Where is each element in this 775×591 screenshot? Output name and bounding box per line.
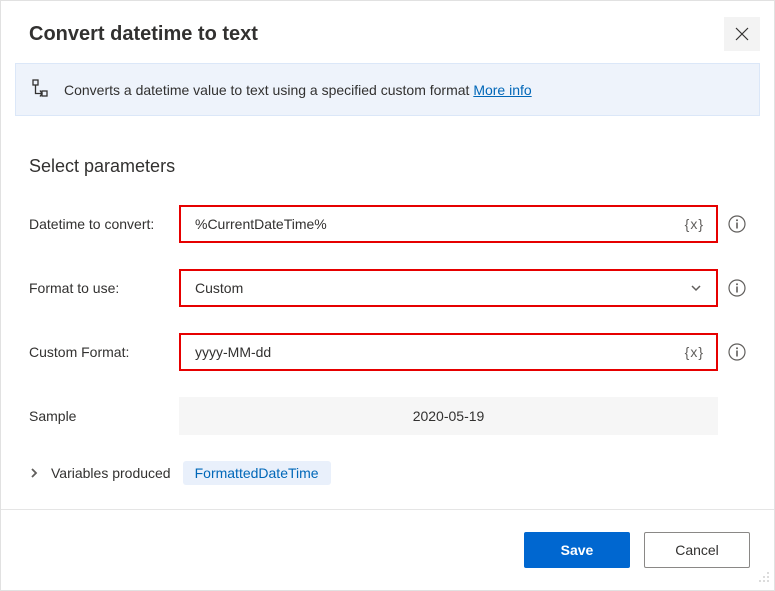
more-info-link[interactable]: More info (473, 82, 531, 98)
close-icon (735, 27, 749, 41)
transform-icon (30, 78, 50, 101)
chevron-down-icon (686, 282, 706, 294)
dialog-footer: Save Cancel (1, 509, 774, 590)
custom-format-input[interactable]: yyyy-MM-dd {x} (179, 333, 718, 371)
info-icon[interactable] (728, 279, 746, 297)
datetime-value: %CurrentDateTime% (195, 216, 683, 232)
info-icon[interactable] (728, 343, 746, 361)
row-sample: Sample 2020-05-19 (29, 397, 746, 435)
info-icon[interactable] (728, 215, 746, 233)
chevron-right-icon (29, 465, 39, 481)
info-banner: Converts a datetime value to text using … (15, 63, 760, 116)
resize-grip-icon[interactable] (756, 569, 770, 586)
custom-format-value: yyyy-MM-dd (195, 344, 683, 360)
row-format: Format to use: Custom (29, 269, 746, 307)
dialog-header: Convert datetime to text (1, 1, 774, 63)
format-value: Custom (195, 280, 686, 296)
close-button[interactable] (724, 17, 760, 51)
dialog: Convert datetime to text Converts a date… (0, 0, 775, 591)
label-custom-format: Custom Format: (29, 344, 179, 360)
label-format: Format to use: (29, 280, 179, 296)
variables-produced-label: Variables produced (51, 465, 171, 481)
dialog-title: Convert datetime to text (29, 23, 258, 46)
row-custom-format: Custom Format: yyyy-MM-dd {x} (29, 333, 746, 371)
dialog-body: Select parameters Datetime to convert: %… (1, 116, 774, 509)
variables-produced-row[interactable]: Variables produced FormattedDateTime (29, 461, 746, 485)
cancel-button[interactable]: Cancel (644, 532, 750, 568)
format-select[interactable]: Custom (179, 269, 718, 307)
sample-output: 2020-05-19 (179, 397, 718, 435)
label-sample: Sample (29, 408, 179, 424)
label-datetime: Datetime to convert: (29, 216, 179, 232)
datetime-input[interactable]: %CurrentDateTime% {x} (179, 205, 718, 243)
variable-picker-icon[interactable]: {x} (683, 216, 706, 232)
row-datetime: Datetime to convert: %CurrentDateTime% {… (29, 205, 746, 243)
banner-text: Converts a datetime value to text using … (64, 82, 532, 98)
variable-chip[interactable]: FormattedDateTime (183, 461, 331, 485)
section-title: Select parameters (29, 156, 746, 177)
variable-picker-icon[interactable]: {x} (683, 344, 706, 360)
save-button[interactable]: Save (524, 532, 630, 568)
